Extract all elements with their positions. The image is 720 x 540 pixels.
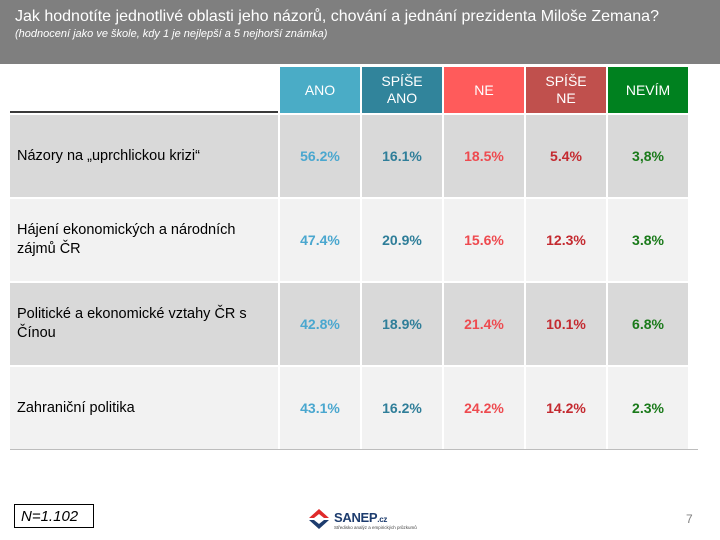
survey-question: Jak hodnotíte jednotlivé oblasti jeho ná… xyxy=(15,8,659,25)
results-table: ANO SPÍŠE ANO NE SPÍŠE NE NEVÍM Názory n… xyxy=(10,67,698,449)
slide-header: Jak hodnotíte jednotlivé oblasti jeho ná… xyxy=(0,0,720,64)
value-ne: 15.6% xyxy=(444,199,524,281)
table-bottom-divider xyxy=(10,449,698,450)
value-ano: 42.8% xyxy=(280,283,360,365)
value-spise-ano: 16.1% xyxy=(362,115,442,197)
value-ano: 43.1% xyxy=(280,367,360,449)
rating-note: (hodnocení jako ve škole, kdy 1 je nejle… xyxy=(15,28,328,40)
table-row: Politické a ekonomické vztahy ČR s Čínou… xyxy=(10,283,698,365)
column-header-spise-ano: SPÍŠE ANO xyxy=(362,67,442,113)
value-spise-ano: 18.9% xyxy=(362,283,442,365)
column-header-nevim: NEVÍM xyxy=(608,67,688,113)
sample-size-label: N=1.102 xyxy=(14,504,94,528)
logo-name: SANEP xyxy=(334,510,378,525)
value-ano: 56.2% xyxy=(280,115,360,197)
value-nevim: 3,8% xyxy=(608,115,688,197)
page-number: 7 xyxy=(686,512,693,526)
value-ne: 18.5% xyxy=(444,115,524,197)
logo-suffix: .cz xyxy=(377,515,388,524)
table-row: Hájení ekonomických a národních zájmů ČR… xyxy=(10,199,698,281)
value-spise-ne: 10.1% xyxy=(526,283,606,365)
table-row: Zahraniční politika 43.1% 16.2% 24.2% 14… xyxy=(10,367,698,449)
column-header-spise-ne: SPÍŠE NE xyxy=(526,67,606,113)
logo-wordmark: SANEP.cz xyxy=(334,510,387,525)
row-label: Zahraniční politika xyxy=(10,367,278,449)
column-header-ne: NE xyxy=(444,67,524,113)
value-ne: 24.2% xyxy=(444,367,524,449)
value-nevim: 6.8% xyxy=(608,283,688,365)
value-spise-ne: 12.3% xyxy=(526,199,606,281)
table-header-row: ANO SPÍŠE ANO NE SPÍŠE NE NEVÍM xyxy=(10,67,698,113)
value-ano: 47.4% xyxy=(280,199,360,281)
column-header-ano: ANO xyxy=(280,67,360,113)
value-spise-ne: 5.4% xyxy=(526,115,606,197)
row-label: Politické a ekonomické vztahy ČR s Čínou xyxy=(10,283,278,365)
header-blank-cell xyxy=(10,67,278,113)
sanep-logo-icon xyxy=(309,509,329,529)
sanep-logo: SANEP.cz Středisko analýz a empirických … xyxy=(306,504,426,534)
value-ne: 21.4% xyxy=(444,283,524,365)
logo-tagline: Středisko analýz a empirických průzkumů xyxy=(334,525,417,530)
row-label: Hájení ekonomických a národních zájmů ČR xyxy=(10,199,278,281)
value-nevim: 2.3% xyxy=(608,367,688,449)
value-spise-ne: 14.2% xyxy=(526,367,606,449)
value-spise-ano: 16.2% xyxy=(362,367,442,449)
value-nevim: 3.8% xyxy=(608,199,688,281)
value-spise-ano: 20.9% xyxy=(362,199,442,281)
table-row: Názory na „uprchlickou krizi“ 56.2% 16.1… xyxy=(10,115,698,197)
row-label: Názory na „uprchlickou krizi“ xyxy=(10,115,278,197)
